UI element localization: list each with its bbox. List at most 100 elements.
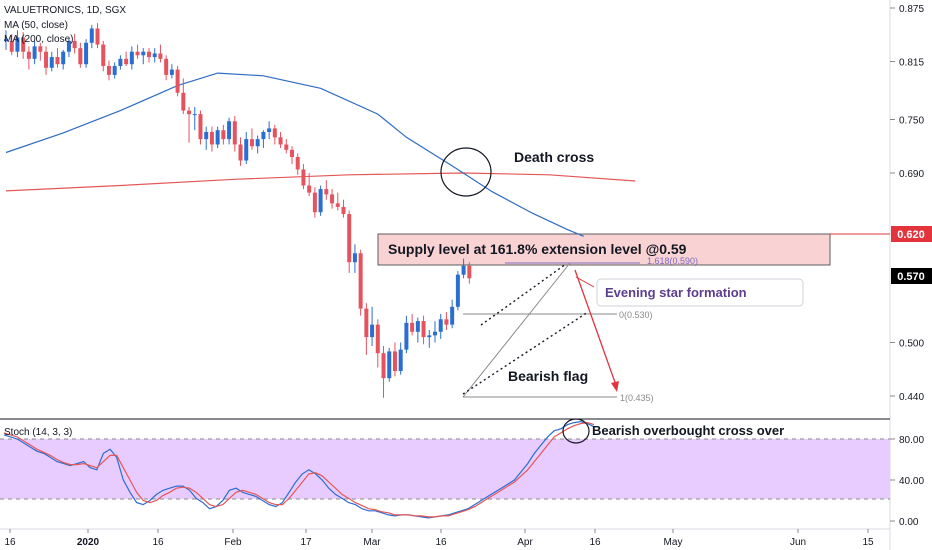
candle[interactable]	[158, 44, 163, 63]
candle[interactable]	[301, 164, 306, 190]
candle[interactable]	[124, 51, 129, 66]
candle[interactable]	[404, 315, 409, 354]
candle[interactable]	[267, 121, 272, 140]
candle-body	[15, 37, 20, 52]
candle[interactable]	[147, 48, 151, 63]
candle[interactable]	[370, 306, 375, 347]
candle[interactable]	[421, 315, 426, 345]
supply-zone[interactable]	[377, 233, 831, 266]
candle[interactable]	[249, 128, 254, 150]
candle[interactable]	[198, 110, 203, 145]
candle-body	[238, 144, 243, 161]
candle[interactable]	[381, 346, 386, 398]
candle[interactable]	[135, 44, 140, 59]
candle[interactable]	[415, 317, 420, 343]
candle[interactable]	[324, 180, 329, 200]
candle[interactable]	[15, 30, 20, 58]
candle[interactable]	[9, 33, 14, 56]
candle[interactable]	[181, 78, 186, 115]
candle[interactable]	[444, 312, 449, 330]
candle[interactable]	[72, 33, 77, 54]
candle[interactable]	[272, 124, 277, 145]
candle-body	[78, 48, 83, 65]
stoch-legend[interactable]: Stoch (14, 3, 3)	[4, 427, 73, 438]
candle[interactable]	[66, 39, 71, 58]
ma50-legend[interactable]: MA (50, close)	[4, 20, 68, 31]
candle[interactable]	[141, 48, 146, 65]
candle[interactable]	[255, 135, 260, 154]
candle[interactable]	[375, 319, 380, 368]
candle[interactable]	[175, 65, 180, 97]
candle[interactable]	[364, 303, 369, 355]
candle[interactable]	[330, 189, 335, 209]
candle[interactable]	[187, 107, 192, 143]
candle[interactable]	[455, 271, 460, 311]
candle-body	[209, 131, 214, 145]
candle[interactable]	[49, 51, 54, 72]
candle[interactable]	[438, 313, 443, 339]
candle[interactable]	[261, 130, 266, 149]
symbol-legend[interactable]: VALUETRONICS, 1D, SGX	[4, 5, 127, 16]
candle[interactable]	[169, 64, 174, 79]
candle[interactable]	[398, 342, 403, 375]
candle[interactable]	[352, 244, 357, 273]
candle[interactable]	[427, 329, 432, 348]
death-cross-ellipse[interactable]	[440, 147, 492, 197]
candle[interactable]	[410, 313, 415, 336]
candle[interactable]	[221, 124, 226, 145]
candle[interactable]	[44, 46, 49, 75]
candle[interactable]	[450, 299, 455, 329]
candle[interactable]	[392, 342, 397, 377]
candle[interactable]	[192, 107, 197, 131]
candle[interactable]	[318, 185, 323, 216]
candle[interactable]	[227, 117, 232, 145]
candle[interactable]	[290, 146, 294, 165]
candle[interactable]	[347, 210, 352, 273]
candle[interactable]	[209, 126, 214, 152]
candle[interactable]	[341, 199, 346, 218]
candle[interactable]	[232, 115, 237, 152]
candle[interactable]	[164, 55, 169, 81]
candle[interactable]	[106, 60, 111, 81]
candle[interactable]	[112, 62, 117, 79]
candle[interactable]	[152, 48, 157, 63]
candle[interactable]	[118, 55, 123, 70]
candle-body	[181, 92, 186, 111]
candle[interactable]	[238, 137, 243, 166]
candle[interactable]	[55, 48, 60, 68]
candle-body	[272, 128, 277, 138]
candle[interactable]	[387, 347, 392, 382]
candle[interactable]	[129, 46, 134, 70]
candle[interactable]	[89, 24, 94, 49]
candle[interactable]	[32, 41, 37, 65]
candle[interactable]	[38, 42, 43, 61]
candle[interactable]	[95, 23, 100, 49]
candle[interactable]	[215, 126, 220, 149]
candle[interactable]	[4, 30, 8, 50]
candle[interactable]	[21, 32, 26, 59]
candle[interactable]	[101, 41, 106, 72]
evening-star-label: Evening star formation	[605, 285, 747, 300]
cross-over-ellipse[interactable]	[562, 418, 590, 444]
candle[interactable]	[295, 153, 300, 175]
candle[interactable]	[284, 139, 289, 154]
candle[interactable]	[335, 192, 340, 211]
candle[interactable]	[467, 262, 472, 284]
candle[interactable]	[244, 131, 249, 165]
candle[interactable]	[312, 187, 317, 218]
candle-body	[38, 46, 43, 52]
evening-star-callout[interactable]	[596, 278, 804, 307]
candle[interactable]	[84, 39, 89, 68]
candle[interactable]	[461, 258, 466, 279]
candle[interactable]	[26, 46, 31, 70]
candle[interactable]	[307, 173, 312, 197]
candle[interactable]	[278, 131, 283, 149]
candle-body	[455, 274, 460, 307]
candle[interactable]	[78, 42, 83, 68]
candle[interactable]	[433, 321, 437, 343]
candle[interactable]	[358, 249, 363, 316]
candle[interactable]	[204, 126, 209, 150]
candle[interactable]	[61, 49, 66, 70]
ma200-legend[interactable]: MA (200, close)	[4, 34, 74, 45]
